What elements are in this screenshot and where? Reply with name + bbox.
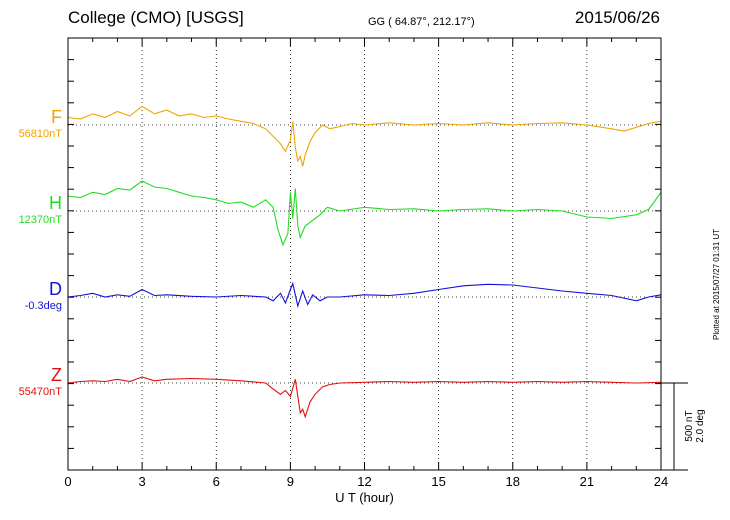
baseline-value: 56810nT xyxy=(18,128,62,140)
component-name: D xyxy=(49,279,62,299)
x-tick-label: 21 xyxy=(580,474,594,489)
component-name: F xyxy=(51,107,62,127)
scale-bar: 500 nT2.0 deg xyxy=(661,382,706,471)
x-tick-label: 12 xyxy=(357,474,371,489)
station-coordinates: GG ( 64.87°, 212.17°) xyxy=(368,16,475,28)
grid-lines xyxy=(68,38,661,470)
baseline-value: 12370nT xyxy=(18,214,62,226)
series-line-z xyxy=(67,376,662,419)
x-tick-label: 6 xyxy=(213,474,220,489)
x-tick-label: 3 xyxy=(139,474,146,489)
x-tick-label: 24 xyxy=(654,474,668,489)
x-axis-label: U T (hour) xyxy=(335,490,394,505)
scale-nt: 500 nT xyxy=(684,410,695,441)
scale-deg: 2.0 deg xyxy=(695,409,706,442)
chart-title: College (CMO) [USGS] xyxy=(68,8,244,27)
axis-ticks: 0 3 6 9 12 15 18 21 24 U T (hour) xyxy=(64,38,668,505)
x-tick-label: 18 xyxy=(506,474,520,489)
x-tick-label: 0 xyxy=(64,474,71,489)
x-tick-label: 15 xyxy=(431,474,445,489)
baseline-value: -0.3deg xyxy=(24,300,62,312)
x-tick-label: 9 xyxy=(287,474,294,489)
series-label-d: D -0.3deg xyxy=(25,279,62,312)
component-name: Z xyxy=(51,365,62,385)
plotted-timestamp: Plotted at 2015/07/27 01:31 UT xyxy=(712,228,721,340)
series-label-z: Z 55470nT xyxy=(19,365,62,398)
chart-date: 2015/06/26 xyxy=(574,8,660,27)
series-line-f xyxy=(67,105,662,167)
series-line-h xyxy=(67,180,662,247)
component-name: H xyxy=(49,193,62,213)
scale-bar-label: 500 nT2.0 deg xyxy=(684,409,706,442)
series-line-d xyxy=(67,281,662,309)
series-label-f: F 56810nT xyxy=(19,107,62,140)
series-group xyxy=(67,105,662,419)
series-label-h: H 12370nT xyxy=(19,193,62,226)
baseline-value: 55470nT xyxy=(18,386,62,398)
